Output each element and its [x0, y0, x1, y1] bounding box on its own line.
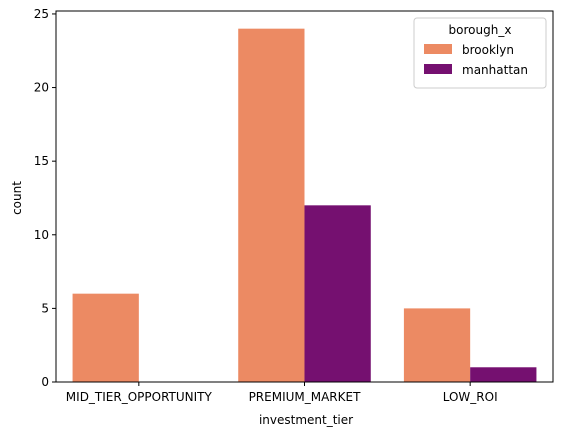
bar-brooklyn-mid-tier-opportunity [72, 293, 139, 382]
x-tick-label: LOW_ROI [443, 390, 498, 404]
bar-brooklyn-premium-market [238, 28, 305, 382]
y-tick-label: 10 [34, 228, 49, 242]
y-tick-label: 25 [34, 7, 49, 21]
x-tick-label: MID_TIER_OPPORTUNITY [66, 390, 213, 404]
y-tick-label: 15 [34, 154, 49, 168]
bar-manhattan-premium-market [304, 205, 371, 382]
legend: borough_x brooklyn manhattan [413, 17, 547, 89]
y-tick-label: 5 [41, 301, 49, 315]
ticks-layer: 0 5 10 15 20 25 MID_TIER_OPPORTUNITY PREMIUM_MA… [34, 7, 498, 404]
bars-layer [72, 28, 537, 382]
legend-label-brooklyn: brooklyn [462, 43, 514, 57]
legend-swatch-brooklyn [424, 44, 452, 54]
y-tick-label: 0 [41, 375, 49, 389]
y-tick-label: 20 [34, 81, 49, 95]
x-tick-label: PREMIUM_MARKET [249, 390, 362, 404]
legend-label-manhattan: manhattan [462, 63, 528, 77]
legend-title: borough_x [449, 23, 512, 37]
x-axis-label: investment_tier [259, 413, 353, 427]
bar-manhattan-low-roi [470, 367, 537, 382]
bar-brooklyn-low-roi [403, 308, 471, 382]
legend-swatch-manhattan [424, 64, 452, 74]
y-axis-label: count [10, 181, 24, 215]
